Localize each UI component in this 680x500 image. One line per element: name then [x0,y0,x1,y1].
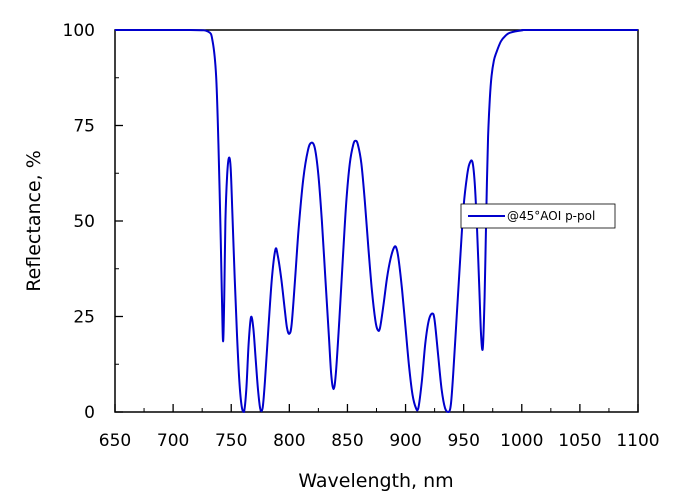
y-axis-title: Reflectance, % [23,150,45,292]
x-tick-label: 650 [99,431,131,451]
x-tick-label: 1100 [616,431,659,451]
legend-label: @45°AOI p-pol [507,209,595,223]
series-layer [115,28,638,413]
x-tick-label: 1050 [558,431,601,451]
x-tick-label: 900 [389,431,421,451]
y-tick-label: 0 [84,403,95,423]
y-tick-label: 75 [73,117,95,137]
x-tick-label: 950 [447,431,479,451]
y-tick-label: 50 [73,212,95,232]
x-tick-label: 700 [157,431,189,451]
series-line [115,28,638,413]
y-tick-label: 100 [63,21,95,41]
y-tick-label: 25 [73,308,95,328]
y-axis: 0 25 50 75 100 [63,21,123,423]
x-axis: 650 700 750 800 850 900 950 1000 1050 1100 [99,404,660,451]
x-axis-title: Wavelength, nm [298,470,453,492]
x-tick-label: 800 [273,431,305,451]
x-tick-label: 850 [331,431,363,451]
x-tick-label: 750 [215,431,247,451]
legend: @45°AOI p-pol [460,203,616,229]
x-tick-label: 1000 [500,431,543,451]
